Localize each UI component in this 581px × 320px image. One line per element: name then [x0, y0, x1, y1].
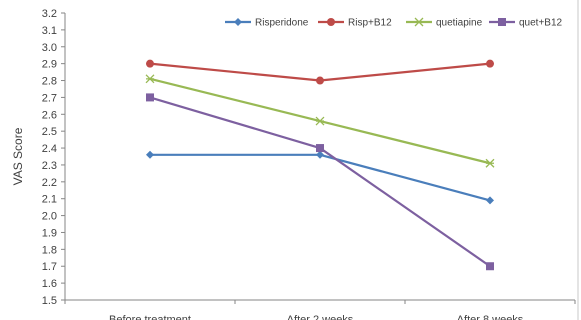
data-point [146, 59, 154, 68]
y-tick-label: 2.5 [42, 126, 57, 138]
x-tick-label: After 2 weeks [287, 314, 354, 320]
data-point [145, 74, 155, 84]
legend-item: quet+B12 [489, 18, 563, 29]
x-tick-label: Before treatment [109, 314, 191, 320]
y-tick-label: 2.4 [42, 143, 57, 155]
y-tick-label: 2.8 [42, 76, 57, 88]
y-tick-label: 3.1 [42, 25, 57, 37]
legend-item: Risperidone [225, 18, 309, 29]
data-point [485, 158, 495, 168]
y-tick-label: 2.7 [42, 92, 57, 104]
y-tick-label: 1.8 [42, 244, 57, 256]
y-tick-label: 1.6 [42, 278, 57, 290]
series-1 [146, 59, 494, 85]
data-point [486, 59, 494, 68]
data-point [316, 76, 324, 85]
y-tick-label: 1.9 [42, 227, 57, 239]
data-point [146, 150, 154, 159]
y-tick-label: 2.0 [42, 211, 57, 223]
legend-label: Risp+B12 [348, 18, 392, 29]
data-point [316, 150, 324, 159]
legend-swatch-marker [234, 18, 242, 26]
series-0 [146, 150, 494, 205]
data-point [315, 116, 325, 126]
legend-label: quetiapine [436, 18, 483, 29]
y-tick-label: 1.5 [42, 295, 57, 307]
data-point [486, 196, 494, 205]
x-tick-label: After 8 weeks [457, 314, 524, 320]
legend-item: quetiapine [406, 18, 483, 29]
legend-label: quet+B12 [519, 18, 563, 29]
y-tick-label: 1.7 [42, 261, 57, 273]
series-2 [145, 74, 495, 168]
legend-item: Risp+B12 [318, 18, 392, 29]
y-tick-label: 2.2 [42, 177, 57, 189]
y-tick-label: 2.1 [42, 194, 57, 206]
y-axis-title: VAS Score [11, 127, 25, 185]
legend-swatch-marker [414, 17, 424, 27]
legend-label: Risperidone [255, 18, 309, 29]
data-point [316, 144, 324, 153]
legend-swatch-marker [498, 18, 506, 26]
y-tick-label: 2.6 [42, 109, 57, 121]
data-point [486, 262, 494, 271]
data-point [146, 93, 154, 102]
series-3 [146, 93, 494, 271]
legend-swatch-marker [327, 18, 335, 26]
y-tick-label: 3.2 [42, 8, 57, 20]
y-tick-label: 2.9 [42, 59, 57, 71]
y-tick-label: 3.0 [42, 42, 57, 54]
y-tick-label: 2.3 [42, 160, 57, 172]
